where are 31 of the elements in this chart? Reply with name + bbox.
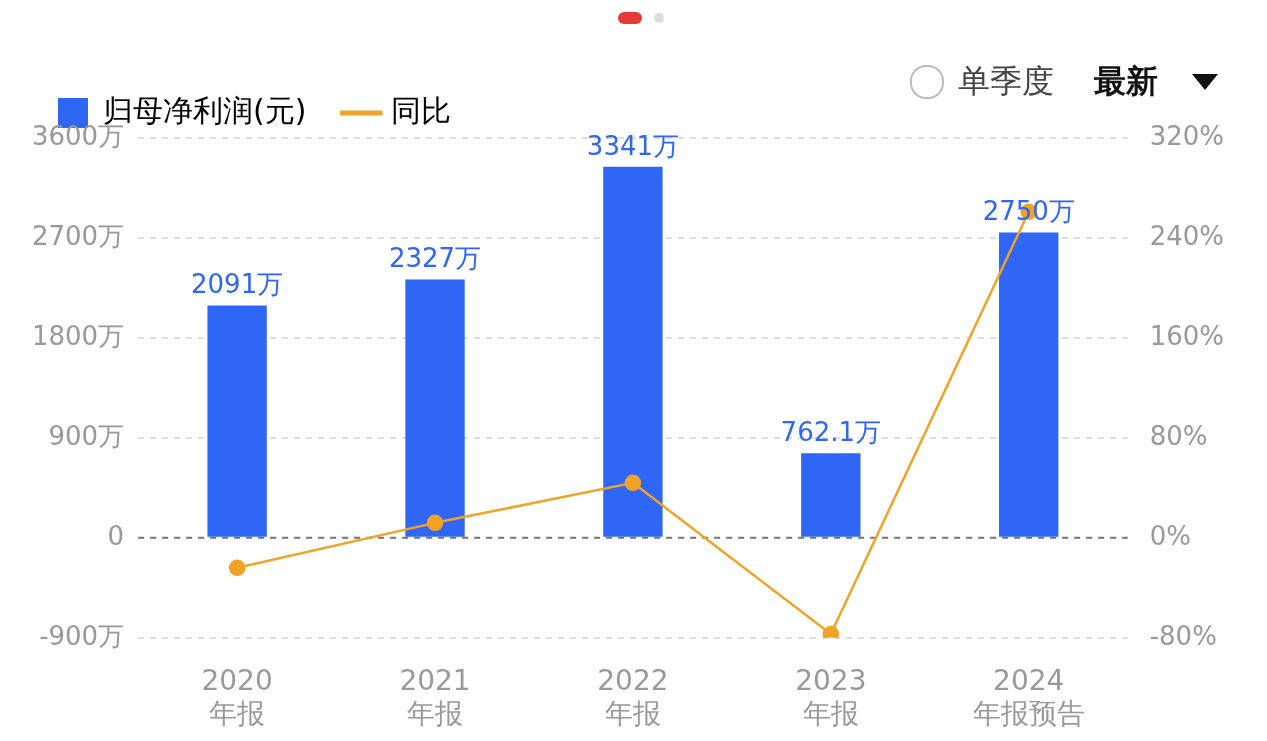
text: 最新: [1094, 61, 1158, 102]
y-tick-label: 900万: [48, 420, 125, 451]
legend-label: 同比: [391, 92, 452, 128]
text: 单季度: [958, 61, 1054, 102]
point: [228, 559, 246, 577]
x-tick-label: 2024 年报预告: [972, 663, 1085, 731]
bar: [801, 453, 861, 537]
y2-tick-label: 80%: [1149, 420, 1208, 451]
y2-tick-label: 0%: [1149, 520, 1191, 551]
point: [624, 474, 642, 492]
y-tick-label: 0: [107, 520, 125, 551]
data-label: 762.1万: [780, 416, 882, 447]
y2-tick-label: 160%: [1149, 320, 1225, 351]
data-label: 2091万: [191, 269, 284, 300]
y2-tick-label: -80%: [1149, 620, 1217, 651]
x-tick-label: 2020 年报: [201, 663, 273, 731]
data-label: 3341万: [586, 130, 679, 161]
y2-tick-label: 240%: [1149, 220, 1225, 251]
bar: [207, 305, 267, 537]
data-label: 2327万: [388, 243, 482, 274]
bar: [999, 232, 1059, 537]
bar: [603, 166, 663, 537]
bar: [405, 279, 465, 537]
y-tick-label: 1800万: [32, 320, 125, 351]
x-tick-label: 2022 年报: [597, 663, 669, 731]
y2-tick-label: 320%: [1149, 120, 1225, 151]
x-tick-label: 2023 年报: [795, 663, 867, 731]
y-tick-label: -900万: [39, 620, 125, 651]
point: [426, 514, 444, 532]
y-tick-label: 2700万: [32, 220, 125, 251]
x-tick-label: 2021 年报: [399, 663, 471, 731]
